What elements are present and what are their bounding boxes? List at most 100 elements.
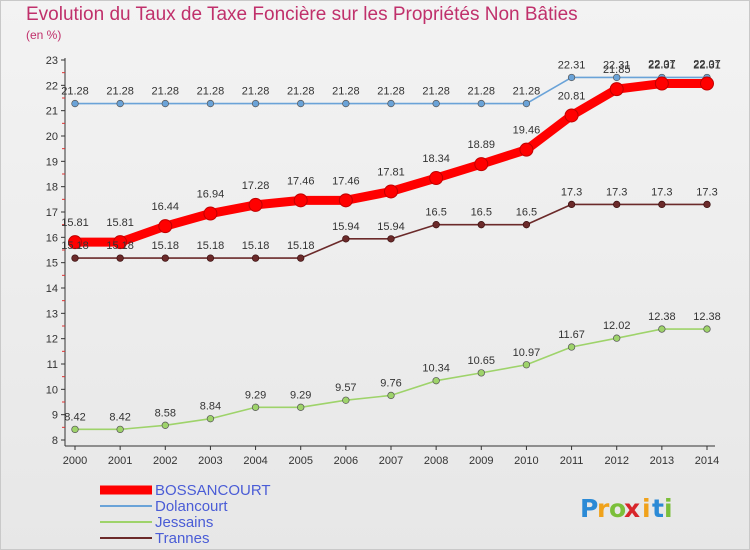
x-tick-label: 2013 <box>650 455 674 467</box>
data-label: 21.28 <box>377 86 405 98</box>
data-point <box>338 193 353 208</box>
data-point <box>251 254 260 262</box>
data-point <box>432 221 440 229</box>
y-tick-label: 14 <box>46 283 58 295</box>
x-tick-label: 2010 <box>514 455 538 467</box>
data-point <box>293 193 308 208</box>
data-label: 16.5 <box>516 207 537 219</box>
data-label: 21.28 <box>422 86 450 98</box>
data-point <box>387 235 395 243</box>
chart-axes: 8 9 10 11 12 13 14 15 16 17 18 19 20 21 22 23 2000 2001 20… <box>46 55 719 467</box>
chart-title: Evolution du Taux de Taxe Foncière sur l… <box>26 4 578 25</box>
data-point <box>161 254 169 262</box>
data-point <box>522 221 531 229</box>
data-point <box>613 73 621 82</box>
data-labels: 15.81 15.81 16.44 16.94 17.28 17.46 17.46 17.81… <box>61 59 721 424</box>
data-point <box>297 99 305 108</box>
x-tick-label: 2001 <box>108 455 132 467</box>
data-label: 21.28 <box>332 86 360 98</box>
data-point <box>68 235 82 250</box>
data-label: 9.29 <box>245 389 266 401</box>
data-point <box>203 206 218 221</box>
data-point <box>474 157 489 172</box>
y-tick-label: 10 <box>46 384 58 396</box>
data-label: 18.34 <box>422 153 450 165</box>
y-tick-label: 16 <box>46 232 58 244</box>
data-point <box>567 200 576 209</box>
proxiti-logo: Pr ox i t i <box>580 494 673 523</box>
data-point <box>248 197 263 212</box>
data-point <box>658 200 666 209</box>
logo-letter: x <box>624 494 640 523</box>
data-label: 22.31 <box>558 59 586 71</box>
data-label: 10.97 <box>513 347 541 359</box>
x-tick-label: 2005 <box>288 455 312 467</box>
data-point <box>116 99 124 108</box>
data-point <box>387 391 395 400</box>
y-tick-label: 12 <box>46 334 58 346</box>
y-tick-label: 18 <box>46 182 58 194</box>
legend-label: Trannes <box>155 530 209 547</box>
data-label: 9.76 <box>380 377 401 389</box>
data-point <box>113 235 128 250</box>
data-point <box>477 99 485 108</box>
data-label: 21.28 <box>61 86 89 98</box>
data-label: 15.94 <box>332 221 360 233</box>
data-point <box>564 108 579 123</box>
data-label: 8.42 <box>64 411 85 423</box>
data-point <box>251 403 260 411</box>
data-label: 12.38 <box>648 311 676 323</box>
data-point <box>567 73 576 82</box>
data-label: 10.34 <box>422 363 450 375</box>
data-label: 15.94 <box>377 221 405 233</box>
data-point <box>71 254 79 262</box>
series-line-bossancourt <box>70 79 712 247</box>
x-tick-label: 2002 <box>153 455 177 467</box>
data-point <box>609 82 624 97</box>
data-label: 15.18 <box>152 240 180 252</box>
data-label: 21.28 <box>197 86 225 98</box>
y-tick-label: 21 <box>46 106 58 118</box>
data-point <box>432 377 440 385</box>
data-label: 20.81 <box>558 90 586 102</box>
data-point <box>158 219 173 234</box>
y-tick-label: 17 <box>46 207 58 219</box>
data-label: 21.28 <box>287 86 315 98</box>
data-point <box>342 396 350 404</box>
data-label: 12.02 <box>603 320 631 332</box>
data-label: 21.28 <box>152 86 180 98</box>
data-point <box>654 76 669 91</box>
data-label: 10.65 <box>468 355 496 367</box>
x-tick-label: 2008 <box>424 455 448 467</box>
data-label: 9.29 <box>290 389 311 401</box>
y-tick-label: 20 <box>46 131 58 143</box>
data-point <box>700 76 714 91</box>
logo-letter: o <box>609 494 626 523</box>
data-label: 21.28 <box>242 86 270 98</box>
data-label: 15.81 <box>61 217 89 229</box>
data-point <box>206 415 215 423</box>
data-label: 16.5 <box>425 207 446 219</box>
data-label: 22.31 <box>603 59 631 71</box>
y-tick-label: 22 <box>46 80 58 92</box>
data-point <box>384 184 398 199</box>
legend-label: Jessains <box>155 514 213 531</box>
data-label: 17.46 <box>287 175 315 187</box>
data-label: 15.18 <box>61 240 89 252</box>
data-point <box>116 425 124 434</box>
chart-subtitle: (en %) <box>26 28 62 42</box>
data-point <box>387 99 395 108</box>
data-point <box>116 254 124 262</box>
y-tick-label: 19 <box>46 156 58 168</box>
data-label: 17.3 <box>651 186 672 198</box>
data-label: 12.38 <box>693 311 721 323</box>
data-point <box>342 99 350 108</box>
data-point <box>522 361 531 369</box>
data-point <box>477 221 485 229</box>
logo-letter: i <box>642 494 651 523</box>
data-label: 8.84 <box>200 401 221 413</box>
legend-label: BOSSANCOURT <box>155 482 271 499</box>
data-label: 21.28 <box>106 86 134 98</box>
data-label: 15.81 <box>106 217 134 229</box>
